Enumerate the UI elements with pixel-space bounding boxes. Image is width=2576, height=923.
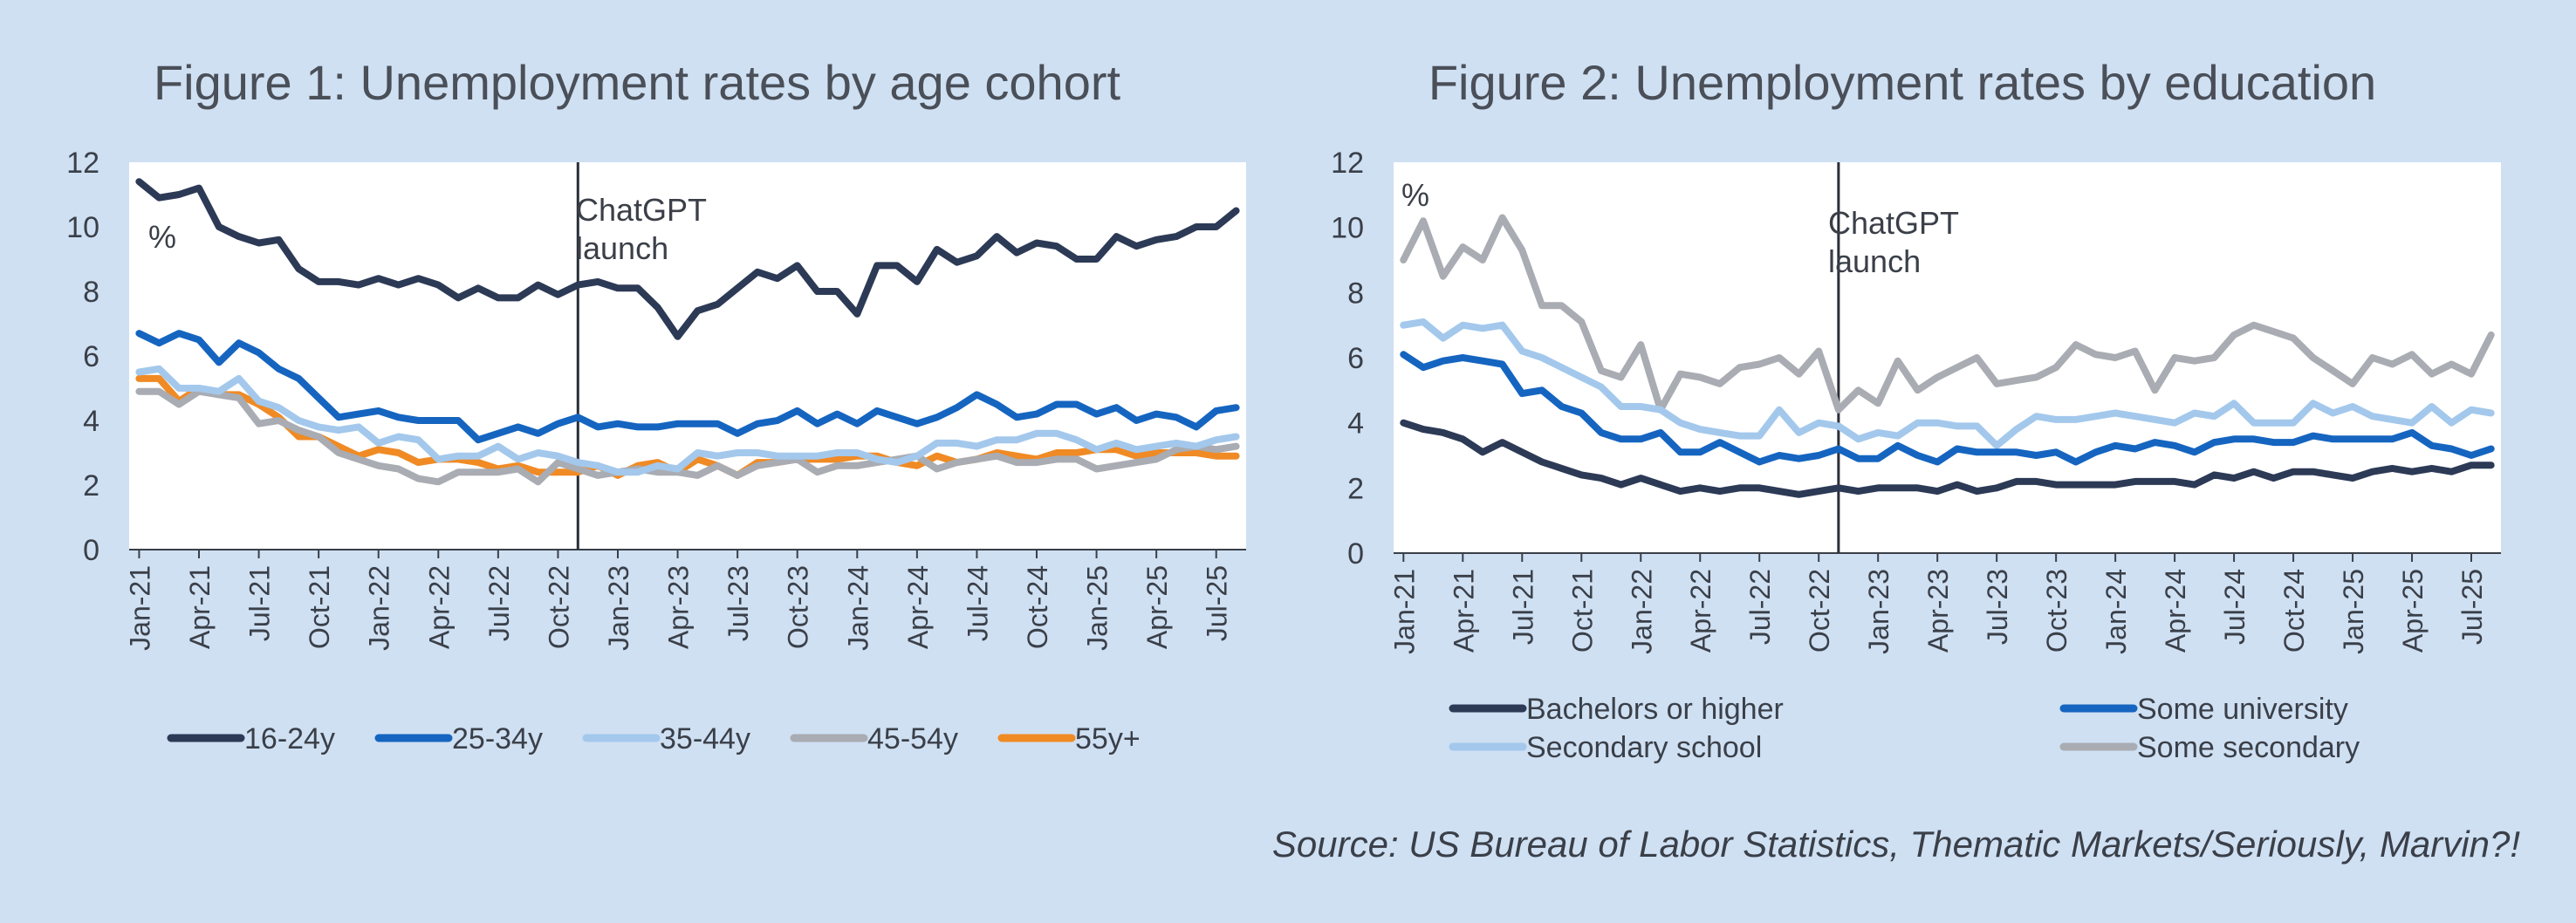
x-tick-label: Apr-25 [2397, 569, 2429, 653]
x-tick-label: Jul-25 [2456, 569, 2488, 645]
figure-2-title: Figure 2: Unemployment rates by educatio… [1428, 55, 2377, 110]
series-line-45-54y [135, 387, 1240, 486]
x-tick-label: Jan-22 [1626, 569, 1657, 654]
x-tick-label: Jul-21 [244, 565, 276, 641]
legend-label: 25-34y [452, 722, 543, 755]
x-tick-label: Jul-22 [1744, 569, 1776, 645]
source-note: Source: US Bureau of Labor Statistics, T… [1271, 824, 2520, 865]
legend-label: Bachelors or higher [1526, 693, 1784, 726]
x-tick-label: Apr-24 [2160, 569, 2191, 653]
x-tick-label: Oct-24 [1022, 565, 1053, 649]
x-tick-label: Jan-24 [2100, 569, 2132, 654]
y-tick-label: 12 [66, 147, 99, 180]
x-tick-label: Jan-23 [1863, 569, 1894, 654]
x-tick-label: Jul-24 [2219, 569, 2251, 645]
x-tick-label: Jan-23 [603, 565, 634, 651]
legend-label: Secondary school [1526, 731, 1762, 764]
x-tick-label: Oct-22 [543, 565, 574, 649]
y-tick-label: 6 [1347, 342, 1364, 375]
series-line-some-university [1400, 351, 2495, 466]
x-tick-label: Jul-22 [483, 565, 515, 641]
y-axis-unit-label: % [148, 219, 176, 255]
y-tick-label: 8 [83, 276, 99, 309]
x-tick-label: Jan-22 [364, 565, 395, 651]
y-tick-label: 2 [1347, 472, 1364, 505]
y-tick-label: 12 [1331, 147, 1364, 180]
chatgpt-launch-label: ChatGPT [576, 192, 707, 228]
x-tick-label: Apr-23 [663, 565, 695, 649]
x-tick-label: Jan-25 [1082, 565, 1113, 651]
y-tick-label: 10 [1331, 212, 1364, 245]
series-line-bachelors-or-higher [1400, 419, 2495, 498]
y-tick-label: 6 [83, 340, 99, 373]
x-tick-label: Apr-23 [1922, 569, 1954, 653]
x-tick-label: Jan-21 [1388, 569, 1420, 654]
x-tick-label: Oct-22 [1804, 569, 1835, 653]
y-axis-unit-label: % [1401, 177, 1429, 213]
x-tick-label: Jul-24 [962, 565, 993, 641]
legend-label: Some secondary [2137, 731, 2360, 764]
chatgpt-launch-label: ChatGPT [1828, 205, 1959, 241]
figure-2-chart: 0 2 4 6 8 10 12 Jan-21 Apr-21 Jul-21 Oct-21 Jan-22 A… [1331, 147, 2501, 764]
figure-1-title: Figure 1: Unemployment rates by age coho… [153, 55, 1121, 110]
series-line-some-secondary [1400, 214, 2495, 414]
legend-label: 16-24y [244, 722, 335, 755]
x-tick-label: Jul-23 [723, 565, 754, 641]
x-tick-label: Jul-25 [1202, 565, 1233, 641]
x-tick-label: Oct-24 [2278, 569, 2310, 653]
series-line-35-44y [135, 365, 1240, 476]
y-tick-label: 0 [83, 534, 99, 567]
y-tick-label: 4 [1347, 407, 1364, 441]
x-tick-label: Oct-21 [304, 565, 335, 649]
x-tick-label: Jan-24 [842, 565, 874, 651]
legend-label: Some university [2137, 693, 2348, 726]
chatgpt-launch-label: launch [1828, 243, 1921, 279]
legend-label: 35-44y [660, 722, 750, 755]
x-tick-label: Jul-23 [1982, 569, 2013, 645]
legend-label: 55y+ [1075, 722, 1141, 755]
y-tick-label: 2 [83, 469, 99, 503]
x-tick-label: Oct-21 [1566, 569, 1598, 653]
legend-label: 45-54y [867, 722, 958, 755]
series-line-16-24y [135, 178, 1240, 340]
plot-area [129, 162, 1246, 550]
chatgpt-launch-label: launch [576, 230, 668, 266]
y-tick-label: 8 [1347, 277, 1364, 310]
series-line-secondary-school [1400, 318, 2495, 449]
x-tick-label: Jul-21 [1507, 569, 1538, 645]
figure-1-chart: 0 2 4 6 8 10 12 Jan-21 Apr-21 Jul-21 Oct-21 Jan-22 A… [66, 147, 1246, 755]
x-tick-label: Jan-25 [2338, 569, 2369, 654]
y-tick-label: 4 [83, 405, 99, 438]
y-tick-label: 10 [66, 211, 99, 244]
x-tick-label: Apr-21 [184, 565, 216, 649]
x-tick-label: Apr-21 [1448, 569, 1479, 653]
x-tick-label: Apr-22 [1685, 569, 1716, 653]
x-tick-label: Apr-25 [1141, 565, 1173, 649]
x-tick-label: Oct-23 [783, 565, 814, 649]
x-tick-label: Apr-24 [902, 565, 934, 649]
x-tick-label: Jan-21 [124, 565, 155, 651]
series-line-25-34y [135, 330, 1240, 444]
y-tick-label: 0 [1347, 537, 1364, 571]
x-tick-label: Apr-22 [423, 565, 455, 649]
x-tick-label: Oct-23 [2041, 569, 2072, 653]
